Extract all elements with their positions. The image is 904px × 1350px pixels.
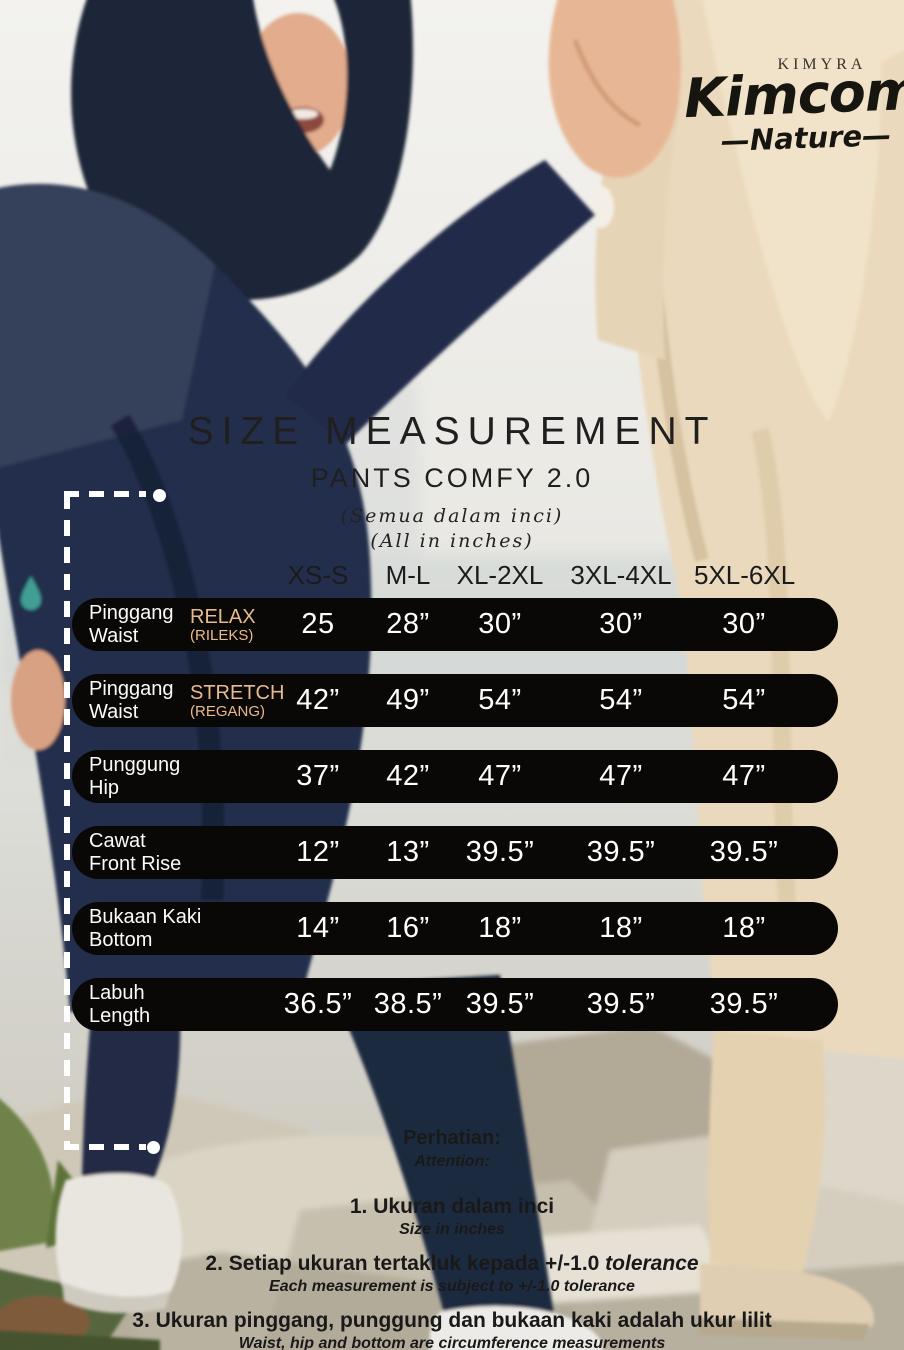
length-measure-line-vertical [64, 493, 70, 1149]
notes-heading-en: Attention: [414, 1153, 490, 1170]
size-row-waist-relax: Pinggang Waist RELAX (RILEKS) 25 28” 30” 30” 30” [72, 598, 838, 651]
size-row-bottom: Bukaan Kaki Bottom 14” 16” 18” 18” 18” [72, 902, 838, 955]
note-item-2-en: Each measurement is subject to +/-1.0 to… [269, 1278, 635, 1295]
size-value-xs-s: 14” [296, 912, 340, 944]
size-value-xl-2xl: 47” [478, 760, 522, 792]
size-value-xl-2xl: 39.5” [465, 836, 535, 868]
row-label: Cawat Front Rise [89, 829, 182, 875]
size-value-5xl-6xl: 39.5” [709, 988, 779, 1020]
row-values: 12” 13” 39.5” 39.5” 39.5” [272, 826, 794, 879]
size-value-xl-2xl: 18” [478, 912, 522, 944]
row-values: 25 28” 30” 30” 30” [272, 598, 794, 651]
brand-tagline: —Nature— [720, 118, 892, 158]
size-value-m-l: 42” [386, 760, 430, 792]
row-label: Punggung Hip [89, 753, 181, 799]
size-value-3xl-4xl: 39.5” [586, 836, 656, 868]
size-value-xl-2xl: 54” [478, 684, 522, 716]
size-value-m-l: 13” [386, 836, 430, 868]
size-row-front-rise: Cawat Front Rise 12” 13” 39.5” 39.5” 39.5” [72, 826, 838, 879]
row-label: Bukaan Kaki Bottom [89, 905, 202, 951]
size-value-xs-s: 37” [296, 760, 340, 792]
size-value-3xl-4xl: 39.5” [586, 988, 656, 1020]
size-column-headers: XS-S M-L XL-2XL 3XL-4XL 5XL-6XL [272, 560, 796, 591]
size-row-waist-stretch: Pinggang Waist STRETCH (REGANG) 42” 49” 54” 54”… [72, 674, 838, 727]
size-value-5xl-6xl: 30” [722, 608, 766, 640]
row-label: Pinggang Waist [89, 677, 174, 723]
size-value-xs-s: 36.5” [283, 988, 353, 1020]
length-measure-line-bottom [64, 1144, 146, 1150]
size-value-m-l: 16” [386, 912, 430, 944]
size-table: Pinggang Waist RELAX (RILEKS) 25 28” 30” 30” 30”… [72, 598, 838, 1054]
note-item-3: 3. Ukuran pinggang, punggung dan bukaan … [132, 1309, 772, 1332]
size-value-xs-s: 42” [296, 684, 340, 716]
notes-block: Perhatian: Attention: 1. Ukuran dalam in… [0, 1127, 904, 1350]
note-item-3-en: Waist, hip and bottom are circumference … [238, 1335, 666, 1350]
size-value-5xl-6xl: 47” [722, 760, 766, 792]
column-header-3xl-4xl: 3XL-4XL [570, 560, 672, 590]
size-value-3xl-4xl: 18” [599, 912, 643, 944]
size-value-3xl-4xl: 54” [599, 684, 643, 716]
size-value-5xl-6xl: 39.5” [709, 836, 779, 868]
length-measure-dot-top [153, 489, 166, 502]
note-item-2: 2. Setiap ukuran tertakluk kepada +/-1.0… [205, 1252, 699, 1275]
column-header-5xl-6xl: 5XL-6XL [694, 560, 796, 590]
length-measure-line-top [64, 491, 146, 497]
size-value-m-l: 49” [386, 684, 430, 716]
row-label: Labuh Length [89, 981, 151, 1027]
size-value-xs-s: 12” [296, 836, 340, 868]
row-variant: STRETCH (REGANG) [190, 681, 285, 720]
column-header-xl-2xl: XL-2XL [456, 560, 544, 590]
size-value-xs-s: 25 [301, 608, 335, 640]
units-note-my: (Semua dalam inci) [340, 505, 564, 527]
row-values: 36.5” 38.5” 39.5” 39.5” 39.5” [272, 978, 794, 1031]
row-label: Pinggang Waist [89, 601, 174, 647]
size-value-5xl-6xl: 18” [722, 912, 766, 944]
row-values: 42” 49” 54” 54” 54” [272, 674, 794, 727]
column-header-xs-s: XS-S [287, 560, 349, 590]
size-value-5xl-6xl: 54” [722, 684, 766, 716]
size-value-m-l: 28” [386, 608, 430, 640]
row-variant: RELAX (RILEKS) [190, 605, 256, 644]
units-note-en: (All in inches) [370, 530, 534, 552]
product-name: PANTS COMFY 2.0 [310, 463, 594, 493]
size-value-xl-2xl: 39.5” [465, 988, 535, 1020]
size-value-3xl-4xl: 47” [599, 760, 643, 792]
size-row-hip: Punggung Hip 37” 42” 47” 47” 47” [72, 750, 838, 803]
notes-heading-my: Perhatian: [403, 1127, 501, 1149]
size-row-length: Labuh Length 36.5” 38.5” 39.5” 39.5” 39.5” [72, 978, 838, 1031]
size-value-3xl-4xl: 30” [599, 608, 643, 640]
title-block: SIZE MEASUREMENT PANTS COMFY 2.0 (Semua … [0, 410, 904, 552]
page-title: SIZE MEASUREMENT [187, 410, 717, 453]
column-header-m-l: M-L [385, 560, 431, 590]
row-values: 14” 16” 18” 18” 18” [272, 902, 794, 955]
note-item-1-en: Size in inches [399, 1221, 505, 1238]
note-item-1: 1. Ukuran dalam inci [349, 1195, 555, 1218]
size-value-m-l: 38.5” [373, 988, 443, 1020]
teal-drop-icon [21, 576, 41, 610]
size-value-xl-2xl: 30” [478, 608, 522, 640]
brand-name: KIMYRA [777, 56, 867, 73]
notes-list: 1. Ukuran dalam inci Size in inches 2. S… [0, 1196, 904, 1350]
figure-left [0, 0, 681, 1350]
length-measure-dot-bottom [147, 1141, 160, 1154]
row-values: 37” 42” 47” 47” 47” [272, 750, 794, 803]
